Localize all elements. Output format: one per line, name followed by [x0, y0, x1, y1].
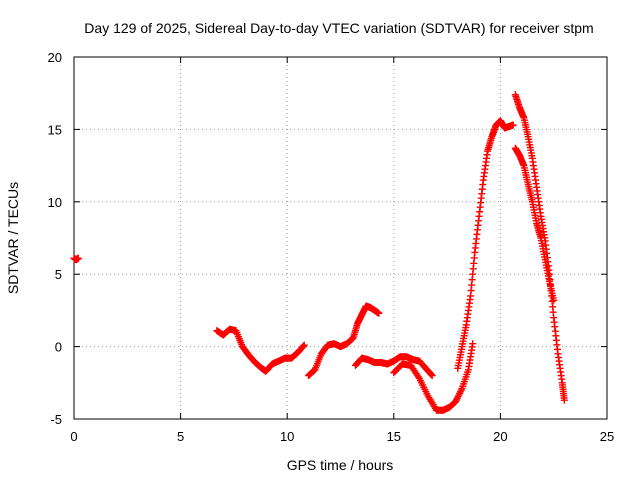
y-tick-labels: -5 0 5 10 15 20	[48, 50, 62, 427]
data-point	[375, 309, 383, 317]
data-point	[299, 342, 307, 350]
data-point	[456, 388, 464, 396]
x-axis-label: GPS time / hours	[287, 457, 394, 473]
data-points	[70, 91, 568, 414]
data-point	[560, 396, 568, 404]
data-point	[74, 254, 82, 262]
axis-ticks	[73, 56, 608, 420]
x-tick-label: 20	[493, 429, 507, 444]
chart-title: Day 129 of 2025, Sidereal Day-to-day VTE…	[84, 20, 593, 36]
x-tick-label: 5	[177, 429, 184, 444]
y-tick-label: 15	[48, 122, 62, 137]
data-point	[469, 340, 477, 348]
x-tick-label: 15	[387, 429, 401, 444]
y-tick-label: 0	[55, 340, 62, 355]
y-tick-label: 20	[48, 50, 62, 65]
x-tick-labels: 0 5 10 15 20 25	[70, 429, 614, 444]
series-seg1	[213, 325, 308, 375]
series-seg3	[351, 353, 436, 380]
data-point	[550, 296, 558, 304]
data-point	[427, 371, 435, 379]
series-seg7	[511, 144, 558, 304]
series-seg2	[305, 302, 383, 380]
series-seg4	[390, 340, 477, 414]
data-point	[455, 391, 463, 399]
data-point	[509, 121, 517, 129]
data-point	[414, 373, 422, 381]
series-seg5	[454, 117, 517, 372]
data-point	[452, 398, 460, 406]
data-point	[428, 372, 436, 380]
data-point	[457, 386, 465, 394]
x-tick-label: 10	[280, 429, 294, 444]
y-axis-label: SDTVAR / TECUs	[5, 182, 21, 294]
data-point	[456, 389, 464, 397]
plot-frame	[73, 56, 608, 420]
x-tick-label: 25	[600, 429, 614, 444]
x-tick-label: 0	[70, 429, 77, 444]
y-tick-label: -5	[50, 412, 62, 427]
data-point	[454, 393, 462, 401]
series-seg0	[70, 254, 82, 264]
y-tick-label: 10	[48, 195, 62, 210]
data-point	[453, 394, 461, 402]
data-point	[300, 341, 308, 349]
y-tick-label: 5	[55, 267, 62, 282]
series-seg6	[511, 91, 568, 404]
grid-lines	[74, 57, 607, 419]
data-point	[452, 396, 460, 404]
